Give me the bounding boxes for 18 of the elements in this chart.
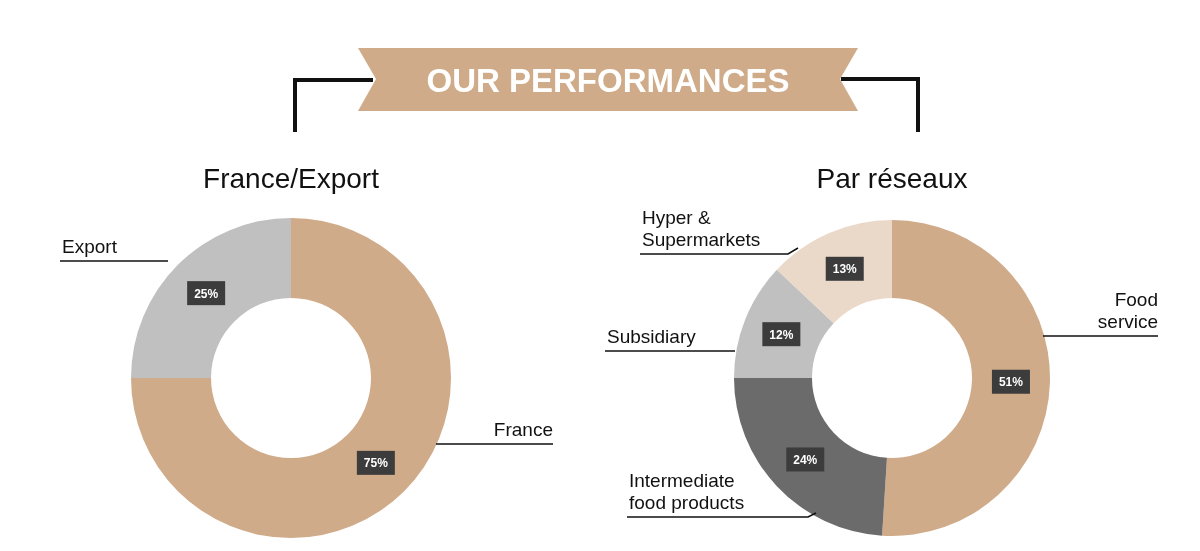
slice-label: France [493, 419, 553, 440]
data-label: 75% [363, 456, 389, 471]
data-label: 13% [832, 262, 858, 277]
slice-label: Food service [1097, 289, 1158, 332]
slice-label: Intermediate food products [629, 470, 745, 513]
chart-title: Par réseaux [816, 163, 968, 194]
data-label: 24% [793, 452, 818, 467]
donut-slice [131, 218, 451, 538]
data-label: 12% [769, 327, 794, 342]
donut-slice [882, 220, 1050, 536]
data-label: 51% [998, 375, 1024, 390]
text: OUR PERFORMANCES [426, 62, 790, 99]
slice-label: Subsidiary [607, 326, 697, 347]
donut-slice [131, 218, 291, 378]
slice-label: Export [62, 236, 118, 257]
chart-title: France/Export [203, 163, 380, 194]
slice-label: Hyper & Supermarkets [642, 207, 761, 250]
data-label: 25% [194, 286, 219, 301]
